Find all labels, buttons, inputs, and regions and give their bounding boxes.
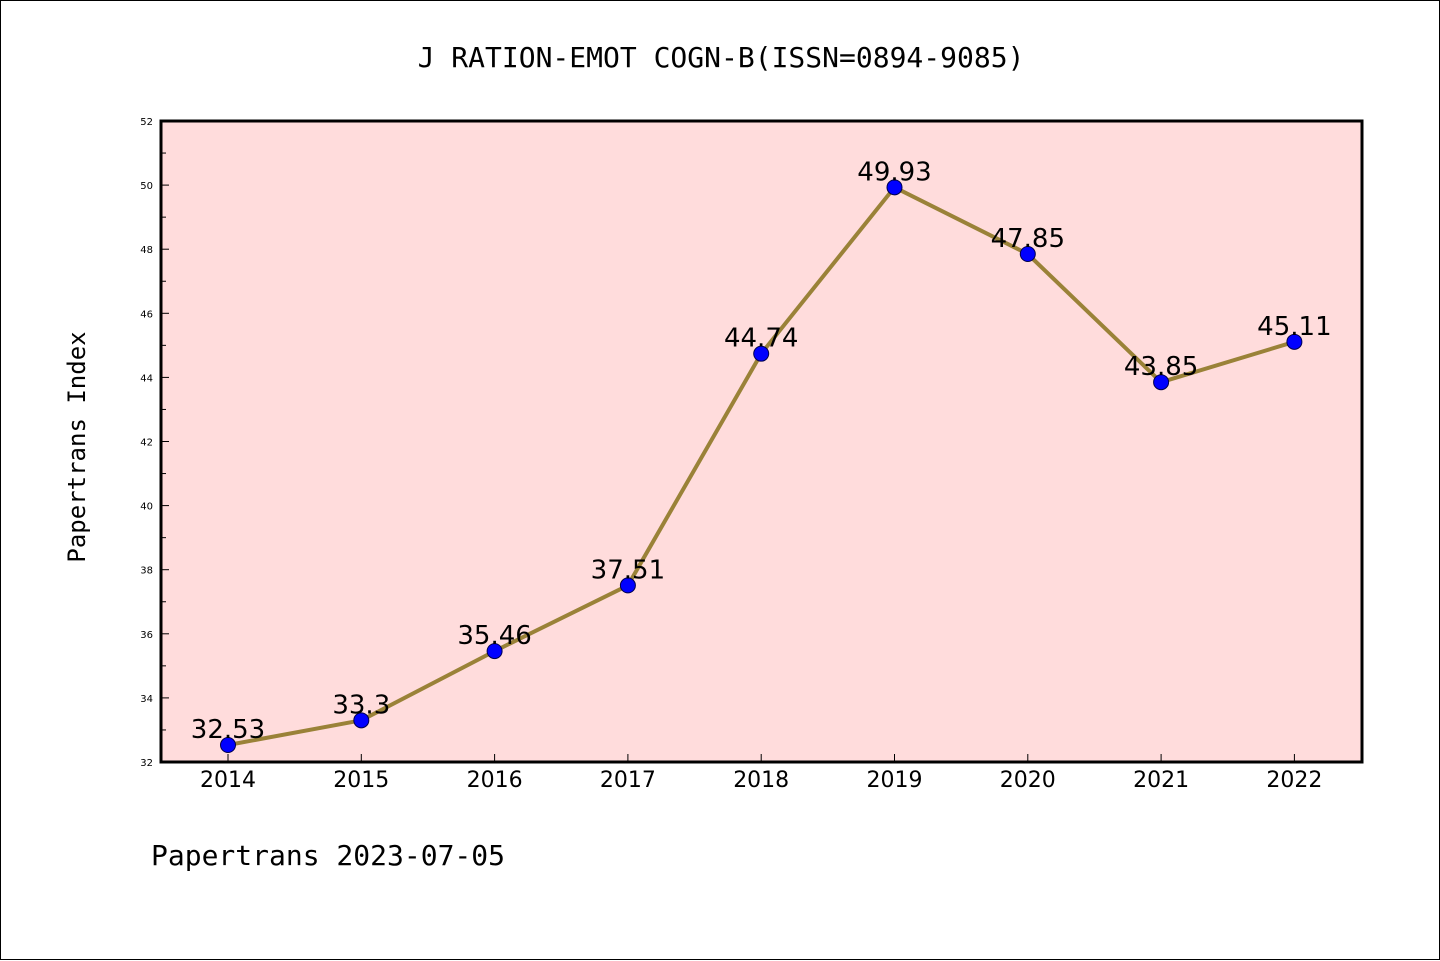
data-label: 33.3	[332, 690, 390, 720]
x-tick-label: 2020	[1000, 768, 1056, 793]
x-tick-label: 2021	[1133, 768, 1189, 793]
x-tick-label: 2018	[733, 768, 789, 793]
data-point	[220, 737, 236, 754]
y-tick-label: 32	[140, 758, 153, 769]
x-tick-label: 2014	[200, 768, 256, 793]
chart-title: J RATION-EMOT COGN-B(ISSN=0894-9085)	[418, 41, 1025, 74]
y-tick-label: 38	[140, 566, 153, 577]
y-tick-label: 52	[140, 117, 153, 128]
data-point	[1019, 246, 1036, 263]
y-tick-label: 42	[140, 438, 153, 449]
data-point	[886, 179, 903, 196]
y-tick-label: 46	[140, 309, 153, 320]
x-axis-ticks: 2014 2015 2016 2017 2018 2019 2020 2021 2022	[200, 754, 1322, 793]
y-axis-label: Papertrans Index	[63, 331, 91, 562]
data-point	[1153, 374, 1170, 391]
y-tick-label: 36	[140, 630, 153, 641]
data-point	[486, 643, 503, 660]
data-point	[619, 577, 636, 594]
series-layer: 32.53 33.3 35.46 37.51 44.74 49.93 47.85 43.85 4…	[191, 157, 1332, 754]
x-tick-label: 2022	[1266, 768, 1322, 793]
plot-area	[159, 119, 1364, 764]
data-point	[353, 712, 370, 729]
data-label: 43.85	[1124, 352, 1198, 382]
x-tick-label: 2015	[333, 768, 389, 793]
data-label: 49.93	[857, 157, 931, 187]
data-point	[1286, 333, 1303, 350]
data-label: 37.51	[591, 555, 665, 585]
data-label: 47.85	[991, 224, 1065, 254]
y-tick-label: 50	[140, 181, 153, 192]
x-tick-label: 2017	[600, 768, 656, 793]
footer-text: Papertrans 2023-07-05	[151, 839, 505, 872]
data-label: 44.74	[724, 324, 798, 354]
data-label: 35.46	[457, 621, 531, 651]
x-tick-label: 2016	[467, 768, 523, 793]
y-tick-label: 34	[140, 694, 153, 705]
data-label: 45.11	[1257, 312, 1331, 342]
y-tick-label: 48	[140, 245, 153, 256]
y-tick-label: 40	[140, 502, 153, 513]
y-tick-label: 44	[140, 373, 153, 384]
x-tick-label: 2019	[867, 768, 923, 793]
y-axis-ticks: 32 34 36 38 40 42 44 46 48 50 52	[140, 117, 169, 769]
data-label: 32.53	[191, 715, 265, 745]
data-point	[753, 345, 770, 362]
